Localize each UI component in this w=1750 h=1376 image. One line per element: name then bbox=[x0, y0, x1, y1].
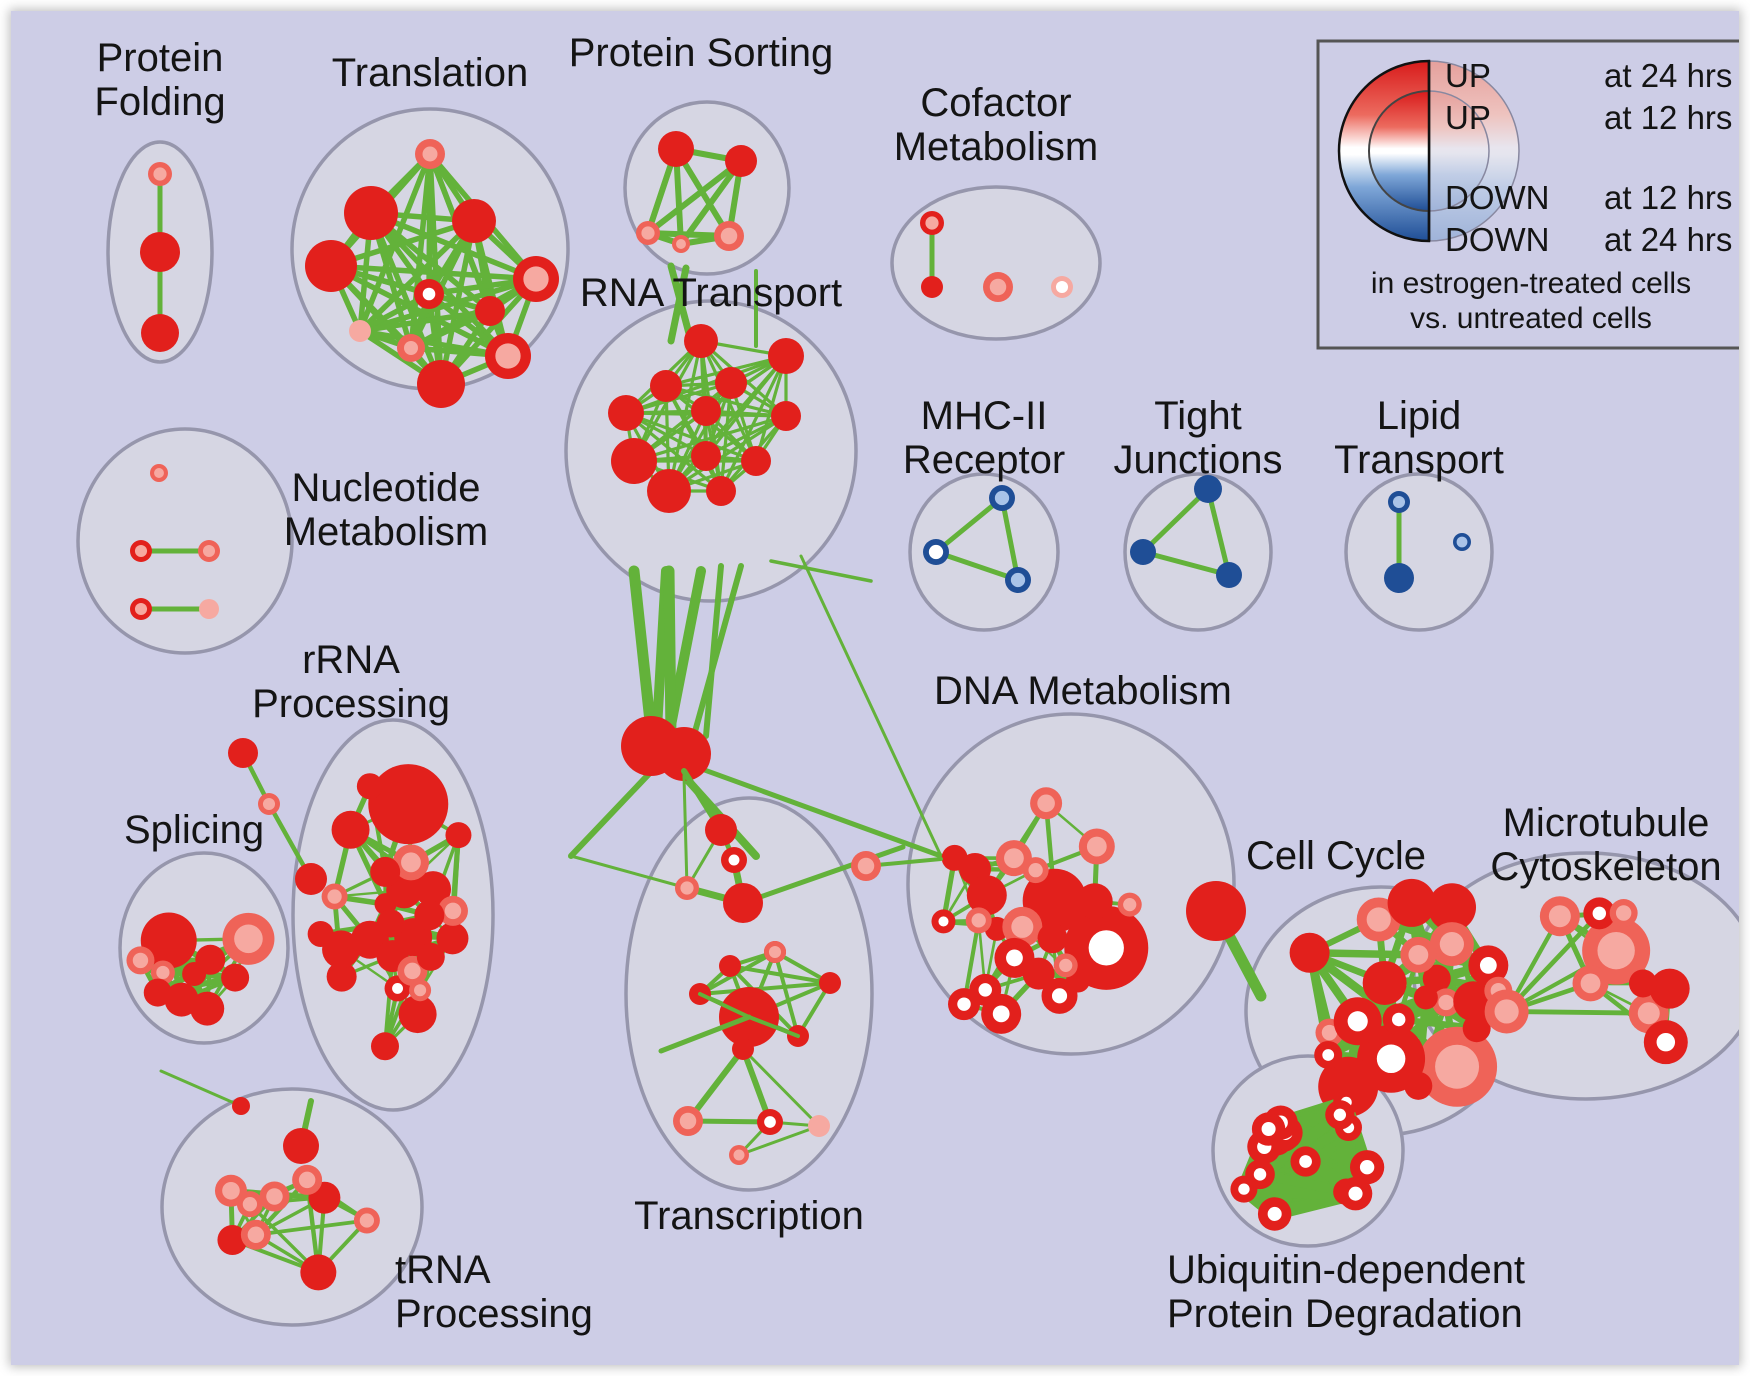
svg-text:Folding: Folding bbox=[94, 80, 225, 124]
svg-text:rRNA: rRNA bbox=[302, 638, 400, 682]
svg-text:Protein Sorting: Protein Sorting bbox=[569, 31, 834, 75]
svg-text:at 24 hrs: at 24 hrs bbox=[1604, 221, 1732, 258]
svg-text:Nucleotide: Nucleotide bbox=[291, 466, 480, 510]
svg-text:Junctions: Junctions bbox=[1114, 438, 1283, 482]
svg-text:in estrogen-treated cells: in estrogen-treated cells bbox=[1371, 267, 1691, 300]
svg-text:Translation: Translation bbox=[332, 51, 528, 95]
svg-text:DOWN: DOWN bbox=[1445, 221, 1549, 258]
svg-text:MHC-II: MHC-II bbox=[921, 394, 1048, 438]
svg-text:DNA Metabolism: DNA Metabolism bbox=[934, 669, 1232, 713]
svg-text:Microtubule: Microtubule bbox=[1503, 801, 1710, 845]
svg-text:Metabolism: Metabolism bbox=[284, 510, 489, 554]
svg-text:Transcription: Transcription bbox=[634, 1194, 864, 1238]
svg-text:tRNA: tRNA bbox=[395, 1248, 491, 1292]
svg-text:Processing: Processing bbox=[395, 1292, 593, 1336]
svg-text:RNA Transport: RNA Transport bbox=[580, 271, 842, 315]
svg-text:Tight: Tight bbox=[1154, 394, 1241, 438]
svg-text:DOWN: DOWN bbox=[1445, 179, 1549, 216]
svg-text:Protein: Protein bbox=[97, 36, 224, 80]
svg-text:at 24 hrs: at 24 hrs bbox=[1604, 57, 1732, 94]
svg-text:Cell Cycle: Cell Cycle bbox=[1246, 834, 1426, 878]
svg-text:Protein Degradation: Protein Degradation bbox=[1167, 1292, 1523, 1336]
svg-text:UP: UP bbox=[1445, 99, 1491, 136]
svg-text:Processing: Processing bbox=[252, 682, 450, 726]
svg-text:Splicing: Splicing bbox=[124, 808, 264, 852]
svg-text:UP: UP bbox=[1445, 57, 1491, 94]
svg-text:Metabolism: Metabolism bbox=[894, 125, 1099, 169]
svg-text:at 12 hrs: at 12 hrs bbox=[1604, 179, 1732, 216]
svg-text:Lipid: Lipid bbox=[1377, 394, 1462, 438]
svg-text:Receptor: Receptor bbox=[903, 438, 1065, 482]
svg-text:vs. untreated cells: vs. untreated cells bbox=[1410, 302, 1652, 335]
svg-text:Ubiquitin-dependent: Ubiquitin-dependent bbox=[1167, 1248, 1525, 1292]
svg-text:at 12 hrs: at 12 hrs bbox=[1604, 99, 1732, 136]
svg-text:Cytoskeleton: Cytoskeleton bbox=[1490, 845, 1721, 889]
svg-text:Cofactor: Cofactor bbox=[920, 81, 1071, 125]
svg-text:Transport: Transport bbox=[1334, 438, 1504, 482]
